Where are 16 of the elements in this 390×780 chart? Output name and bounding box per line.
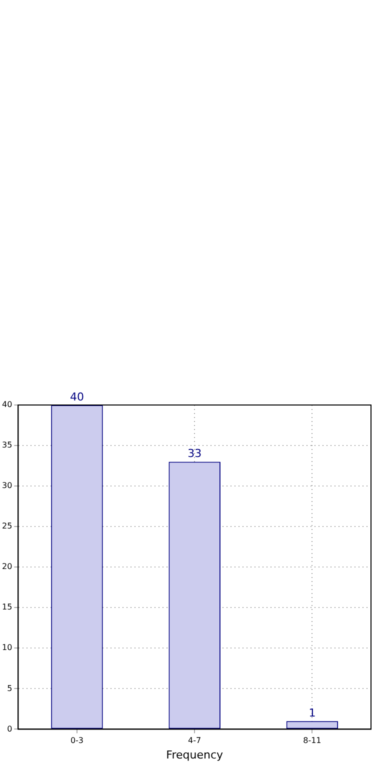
y-tick-label: 35 xyxy=(2,440,12,450)
data-label: 40 xyxy=(70,390,84,404)
y-tick-label: 0 xyxy=(7,724,12,734)
x-tick-label: 8-11 xyxy=(303,736,322,746)
x-axis-title: Frequency xyxy=(166,748,224,762)
y-tick-label: 15 xyxy=(2,602,12,612)
y-tick-label: 10 xyxy=(2,643,12,652)
y-tick-label: 25 xyxy=(2,522,12,531)
x-tick-label: 0-3 xyxy=(70,736,84,746)
y-tick-label: 30 xyxy=(2,481,12,490)
data-label: 1 xyxy=(308,706,316,720)
y-tick-label: 40 xyxy=(2,400,12,410)
y-tick-label: 5 xyxy=(7,684,12,693)
data-label: 33 xyxy=(188,447,202,460)
y-tick-label: 20 xyxy=(2,562,12,572)
x-tick-label: 4-7 xyxy=(188,736,202,746)
